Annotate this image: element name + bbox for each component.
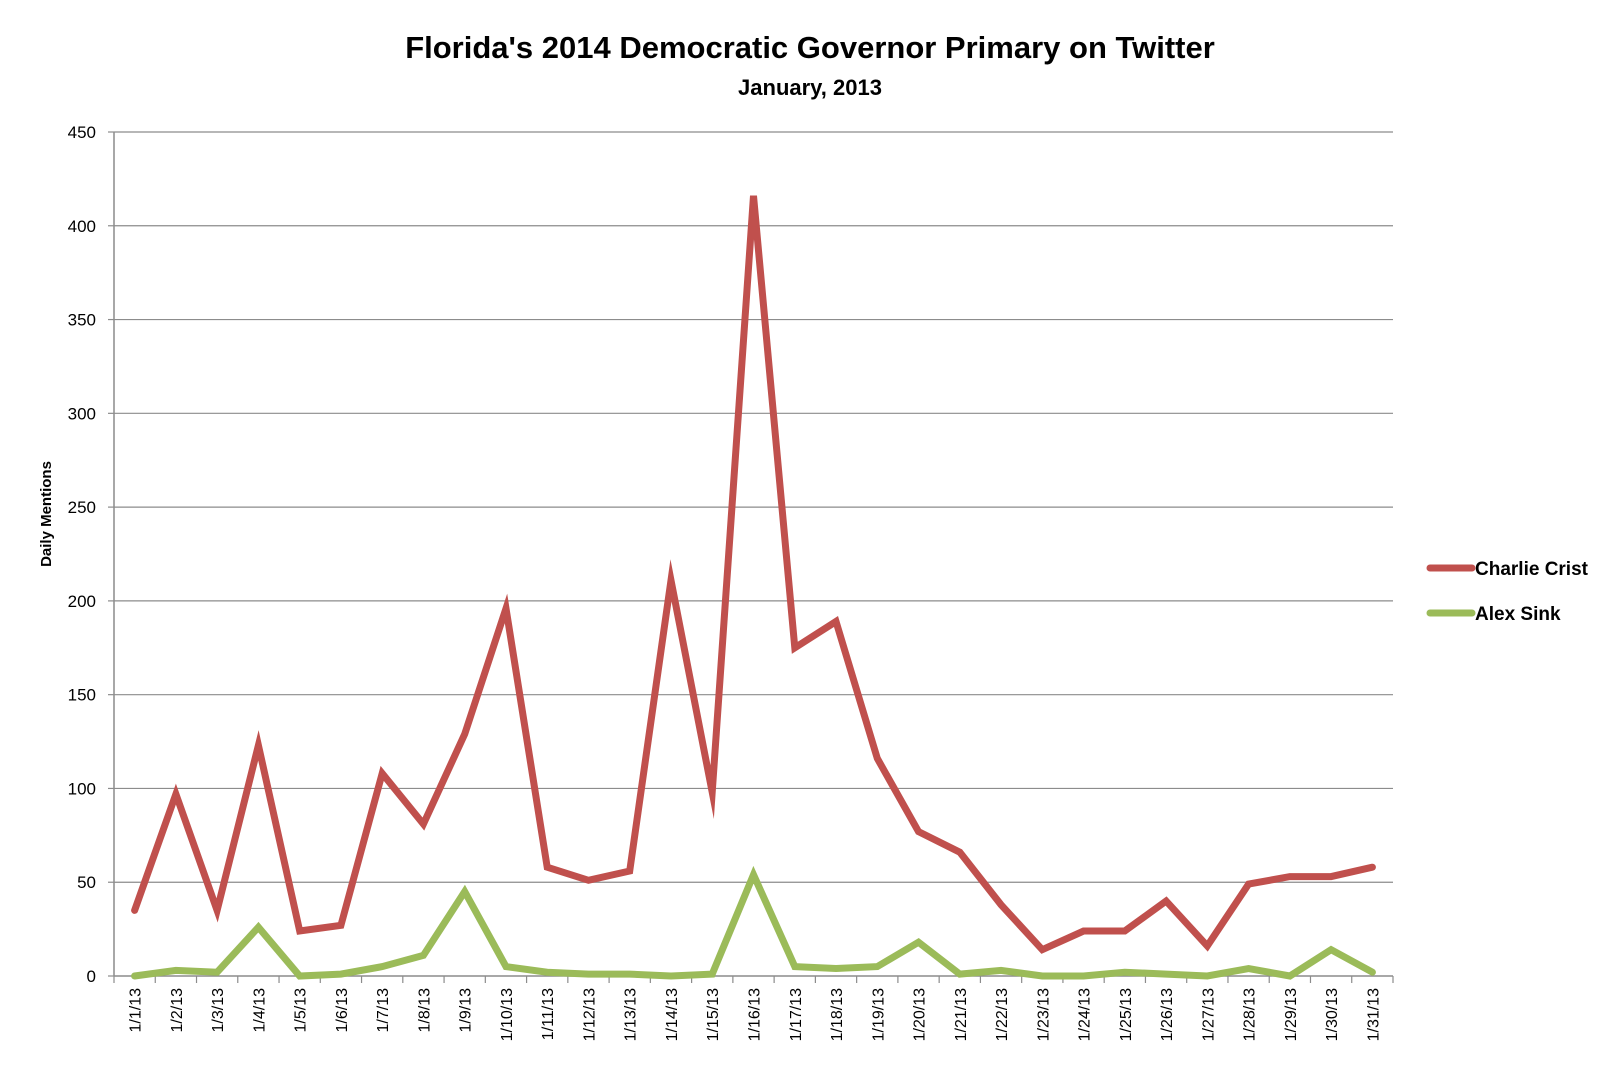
x-tick-label: 1/29/13	[1283, 988, 1300, 1041]
x-tick-label: 1/6/13	[334, 988, 351, 1033]
series-line-charlie-crist	[131, 195, 1376, 954]
gridlines	[114, 131, 1393, 883]
x-tick-label: 1/2/13	[169, 988, 186, 1033]
x-tick-label: 1/30/13	[1324, 988, 1341, 1041]
x-tick-label: 1/9/13	[458, 988, 475, 1033]
x-tick-label: 1/25/13	[1118, 988, 1135, 1041]
x-tick-label: 1/24/13	[1077, 988, 1094, 1041]
x-tick-label: 1/11/13	[540, 988, 557, 1040]
x-tick-label: 1/15/13	[705, 988, 722, 1041]
y-tick-label: 100	[68, 779, 96, 798]
x-tick-label: 1/4/13	[251, 988, 268, 1033]
x-tick-label: 1/27/13	[1200, 988, 1217, 1041]
y-tick-label: 450	[68, 123, 96, 142]
chart-subtitle: January, 2013	[738, 75, 882, 100]
x-tick-label: 1/20/13	[912, 988, 929, 1041]
y-tick-label: 300	[68, 404, 96, 423]
x-tick-label: 1/28/13	[1242, 988, 1259, 1041]
x-tick-label: 1/10/13	[499, 988, 516, 1041]
x-tick-label: 1/12/13	[581, 988, 598, 1041]
y-axis-label: Daily Mentions	[38, 461, 55, 567]
x-tick-label: 1/23/13	[1035, 988, 1052, 1041]
legend-label-charlie-crist: Charlie Crist	[1475, 559, 1589, 580]
y-tick-label: 350	[68, 311, 96, 330]
x-tick-label: 1/13/13	[623, 988, 640, 1041]
x-tick-label: 1/14/13	[664, 988, 681, 1041]
chart-title: Florida's 2014 Democratic Governor Prima…	[405, 30, 1215, 65]
x-tick-label: 1/22/13	[994, 988, 1011, 1041]
legend: Charlie Crist Alex Sink	[1426, 559, 1589, 625]
x-tick-label: 1/26/13	[1159, 988, 1176, 1041]
series-lines	[131, 195, 1376, 980]
y-tick-label: 150	[68, 686, 96, 705]
x-tick-label: 1/17/13	[788, 988, 805, 1041]
x-tick-label: 1/19/13	[870, 988, 887, 1041]
x-tick-label: 1/5/13	[293, 988, 310, 1033]
x-axis-ticks: 1/1/13 1/2/13 1/3/13 1/4/13 1/5/13 1/6/13 1/7/…	[113, 976, 1394, 1041]
legend-label-alex-sink: Alex Sink	[1475, 604, 1561, 625]
x-tick-label: 1/31/13	[1365, 988, 1382, 1041]
y-tick-label: 50	[77, 873, 96, 892]
series-line-alex-sink	[131, 865, 1376, 980]
y-tick-label: 0	[87, 967, 96, 986]
x-tick-label: 1/3/13	[210, 988, 227, 1033]
y-tick-label: 250	[68, 498, 96, 517]
y-tick-label: 400	[68, 217, 96, 236]
x-tick-label: 1/7/13	[375, 988, 392, 1033]
y-tick-label: 200	[68, 592, 96, 611]
x-tick-label: 1/1/13	[128, 988, 145, 1033]
x-tick-label: 1/16/13	[747, 988, 764, 1041]
x-tick-label: 1/8/13	[416, 988, 433, 1033]
x-tick-label: 1/21/13	[953, 988, 970, 1041]
y-axis-ticks: 0 50 100 150 200 250 300 350 400 450	[68, 123, 114, 986]
x-tick-label: 1/18/13	[829, 988, 846, 1041]
